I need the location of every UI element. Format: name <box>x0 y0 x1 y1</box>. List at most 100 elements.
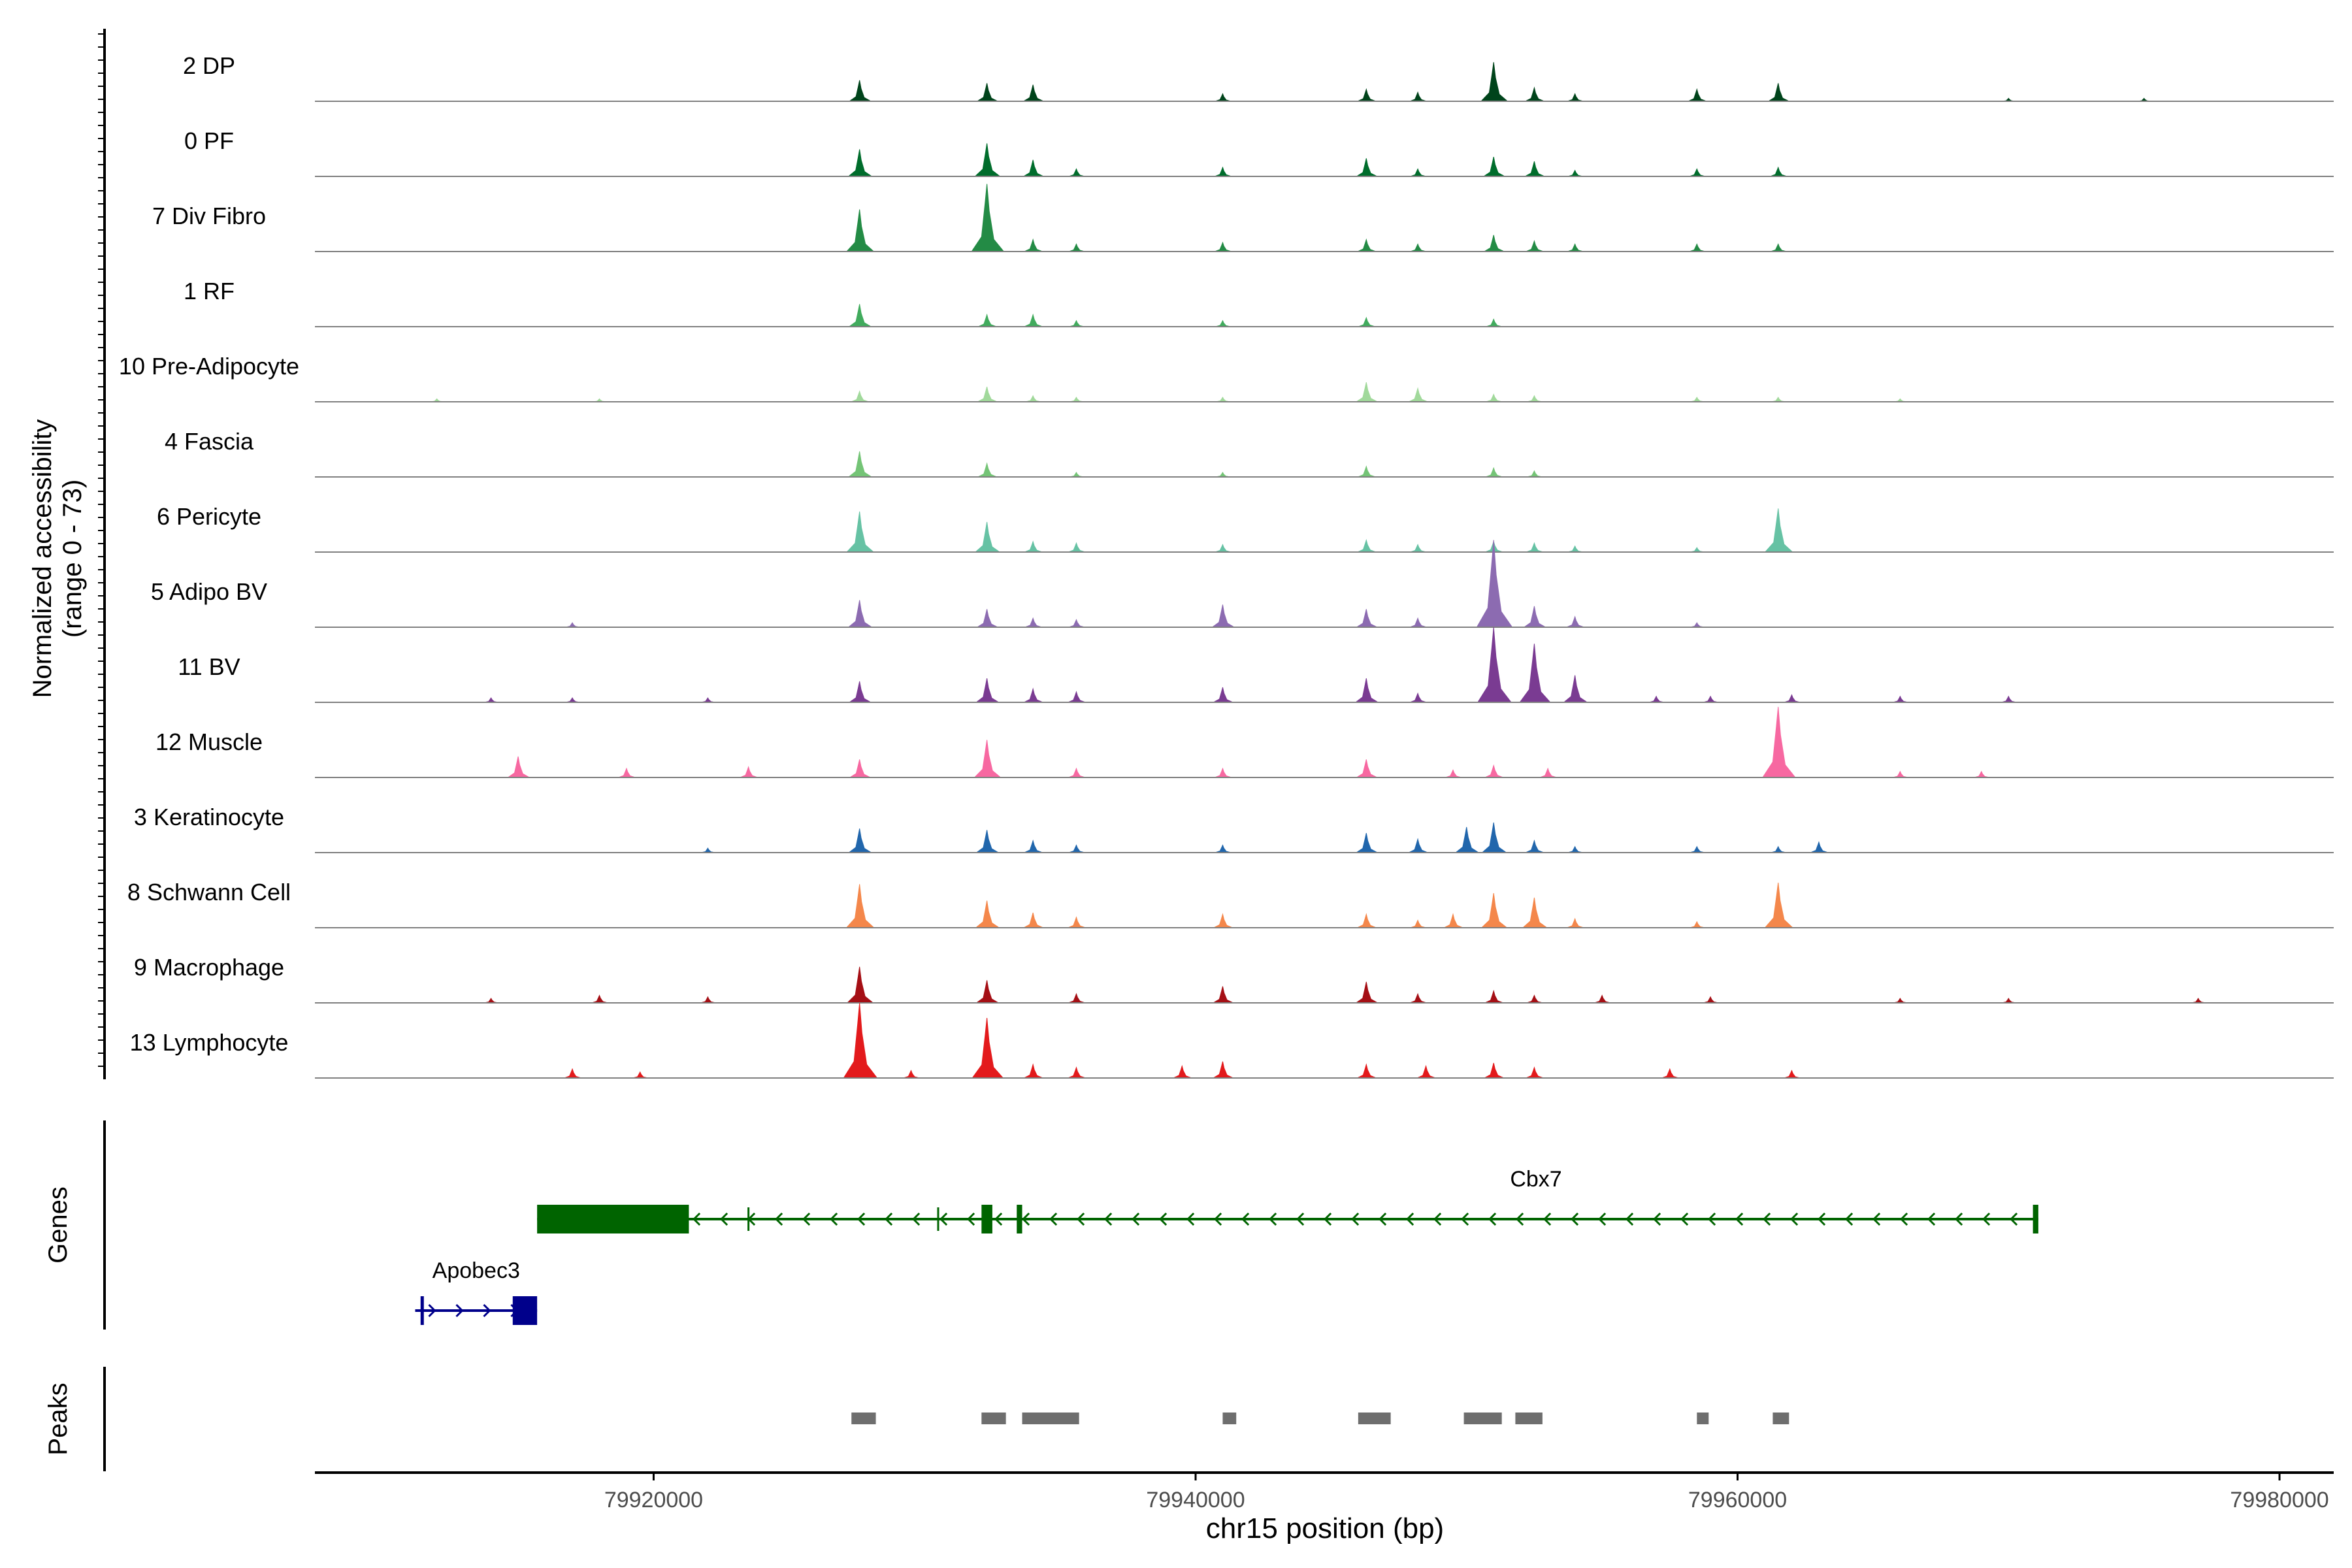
x-tick-label: 79980000 <box>2230 1488 2328 1512</box>
track-8: 11 BV <box>178 627 2334 703</box>
track-13: 13 Lymphocyte <box>130 1002 2334 1079</box>
peak-region <box>1697 1413 1709 1424</box>
gene-label: Apobec3 <box>433 1258 520 1283</box>
track-1: 0 PF <box>184 127 2334 177</box>
signal-peak <box>847 149 874 177</box>
signal-peak <box>975 980 1000 1004</box>
track-label: 0 PF <box>184 127 234 154</box>
strand-chevron <box>1515 1212 1524 1226</box>
track-label: 1 RF <box>184 278 235 304</box>
peak-region <box>1463 1413 1502 1424</box>
x-tick-label: 79960000 <box>1688 1488 1787 1512</box>
track-label: 11 BV <box>178 653 240 680</box>
strand-chevron <box>1158 1212 1168 1226</box>
strand-chevron <box>1103 1212 1113 1226</box>
peak-region <box>1222 1413 1237 1424</box>
signal-peak <box>1211 604 1235 628</box>
strand-chevron <box>1982 1212 1991 1226</box>
strand-chevron <box>1433 1212 1442 1226</box>
strand-chevron <box>1899 1212 1908 1226</box>
strand-chevron <box>1076 1212 1085 1226</box>
strand-chevron <box>994 1212 1003 1226</box>
gene-exon <box>537 1205 689 1233</box>
track-7: 5 Adipo BV <box>151 540 2334 628</box>
gene-exon <box>981 1205 992 1233</box>
strand-chevron <box>1268 1212 1277 1226</box>
strand-chevron <box>1241 1212 1250 1226</box>
gene-exon <box>2033 1205 2038 1233</box>
strand-chevron <box>1488 1212 1497 1226</box>
signal-peak <box>975 900 1000 928</box>
signal-peak <box>1522 897 1548 928</box>
strand-chevron <box>1652 1212 1661 1226</box>
y-axis-title-range: (range 0 - 73) <box>58 480 87 638</box>
strand-chevron <box>1597 1212 1607 1226</box>
signal-peak <box>971 184 1005 252</box>
track-label: 7 Div Fibro <box>152 203 266 229</box>
strand-chevron <box>2009 1212 2018 1226</box>
signal-peak <box>972 1017 1004 1079</box>
strand-chevron <box>1460 1212 1469 1226</box>
strand-chevron <box>692 1212 701 1226</box>
strand-chevron <box>884 1212 893 1226</box>
genes-track: Genes Cbx7 Apobec3 <box>44 1120 2038 1330</box>
strand-chevron <box>1817 1212 1826 1226</box>
strand-chevron <box>719 1212 728 1226</box>
strand-chevron <box>1021 1212 1030 1226</box>
strand-chevron <box>1844 1212 1854 1226</box>
track-10: 3 Keratinocyte <box>134 804 2334 853</box>
signal-peak <box>1480 893 1508 928</box>
strand-chevron <box>829 1212 838 1226</box>
signal-peak <box>848 304 873 327</box>
strand-chevron <box>1872 1212 1881 1226</box>
track-2: 7 Div Fibro <box>152 184 2334 252</box>
track-label: 8 Schwann Cell <box>127 879 291 906</box>
strand-chevron <box>1405 1212 1414 1226</box>
track-4: 10 Pre-Adipocyte <box>119 353 2334 402</box>
accessibility-tracks: 2 DP 0 PF 7 Div Fibro 1 RF 10 Pre-Adipocyte 4… <box>119 52 2334 1079</box>
strand-chevron <box>939 1212 948 1226</box>
strand-chevron <box>1186 1212 1195 1226</box>
track-3: 1 RF <box>184 278 2334 327</box>
signal-peak <box>847 828 873 853</box>
x-tick-label: 79940000 <box>1146 1488 1245 1512</box>
track-label: 12 Muscle <box>155 728 263 755</box>
strand-chevron <box>1570 1212 1579 1226</box>
strand-chevron <box>1707 1212 1716 1226</box>
signal-peak <box>973 740 1002 778</box>
signal-peak <box>975 678 1000 703</box>
strand-chevron <box>1323 1212 1332 1226</box>
signal-peak <box>1477 627 1512 703</box>
signal-peak <box>1454 826 1480 853</box>
track-11: 8 Schwann Cell <box>127 879 2334 928</box>
signal-peak <box>975 830 1000 853</box>
signal-peak <box>974 521 1001 553</box>
strand-chevron <box>455 1303 464 1318</box>
signal-peak <box>847 451 873 478</box>
track-12: 9 Macrophage <box>134 954 2334 1004</box>
strand-chevron <box>1762 1212 1771 1226</box>
track-label: 6 Pericyte <box>157 503 261 530</box>
strand-chevron <box>857 1212 866 1226</box>
signal-peak <box>1476 540 1513 628</box>
x-axis-title: chr15 position (bp) <box>1206 1512 1444 1544</box>
signal-peak <box>846 966 874 1004</box>
gene-exon <box>420 1296 424 1325</box>
strand-chevron <box>802 1212 811 1226</box>
track-label: 4 Fascia <box>165 428 254 455</box>
peak-region <box>1772 1413 1789 1424</box>
x-tick-label: 79920000 <box>604 1488 703 1512</box>
strand-chevron <box>1625 1212 1634 1226</box>
signal-peak <box>1764 882 1794 928</box>
genes-track-title: Genes <box>44 1186 73 1264</box>
strand-chevron <box>1049 1212 1058 1226</box>
strand-chevron <box>1131 1212 1140 1226</box>
strand-chevron <box>1213 1212 1222 1226</box>
peak-region <box>1358 1413 1391 1424</box>
track-label: 2 DP <box>183 52 235 79</box>
signal-peak <box>1764 508 1794 553</box>
strand-chevron <box>966 1212 975 1226</box>
strand-chevron <box>483 1303 491 1318</box>
signal-peak <box>974 143 1002 177</box>
